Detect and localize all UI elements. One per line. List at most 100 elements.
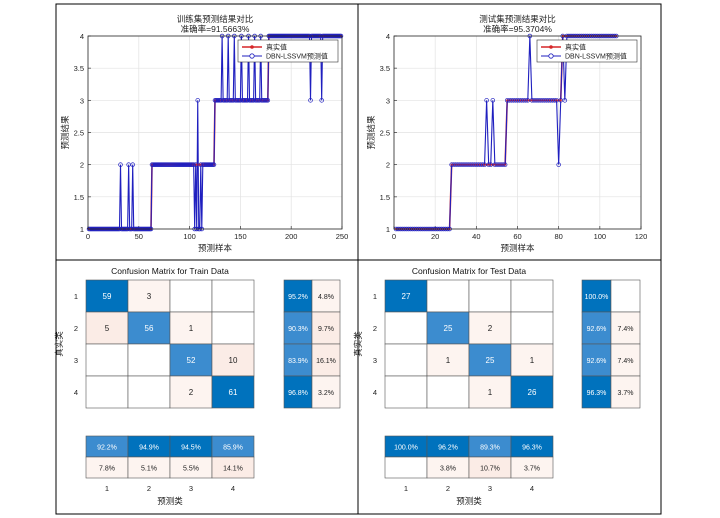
cm-col-summary-value: 94.9% bbox=[139, 445, 159, 452]
cm-col-class-label: 3 bbox=[189, 484, 193, 493]
legend-marker-truth bbox=[549, 45, 553, 49]
y-tick-label: 1 bbox=[386, 225, 390, 234]
cm-cell bbox=[468, 343, 512, 377]
cm-col-class-label: 4 bbox=[530, 484, 534, 493]
cm-col-summary-cell bbox=[384, 456, 428, 479]
cm-row-summary-value: 4.8% bbox=[318, 294, 334, 301]
x-tick-label: 60 bbox=[513, 232, 521, 241]
prediction-point bbox=[118, 162, 123, 167]
cm-cell bbox=[426, 279, 470, 313]
cm-row-summary-value: 92.6% bbox=[587, 326, 607, 333]
y-tick-label: 4 bbox=[80, 32, 84, 41]
cm-cell bbox=[85, 343, 129, 377]
prediction-point bbox=[490, 98, 496, 103]
cm-cell bbox=[211, 311, 255, 345]
prediction-point bbox=[500, 162, 506, 167]
cm-y-axis-label: 真实类 bbox=[353, 331, 364, 357]
cm-cell-value: 2 bbox=[488, 324, 493, 333]
cm-cell-value: 52 bbox=[187, 356, 196, 365]
cm-cell bbox=[468, 375, 512, 409]
legend-marker-truth bbox=[250, 45, 254, 49]
cm-col-summary-value: 3.7% bbox=[524, 466, 540, 473]
cm-cell-value: 5 bbox=[105, 324, 110, 333]
prediction-point bbox=[265, 98, 271, 103]
prediction-point bbox=[552, 98, 557, 103]
cm-col-class-label: 4 bbox=[231, 484, 235, 493]
cm-row-summary-value: 7.4% bbox=[618, 358, 634, 365]
cm-col-summary-cell bbox=[211, 456, 255, 479]
cm-cell bbox=[384, 279, 428, 313]
y-tick-label: 1 bbox=[80, 225, 84, 234]
cm-row-summary-cell bbox=[283, 279, 313, 313]
cm-cell bbox=[384, 311, 428, 345]
legend-box bbox=[536, 39, 638, 63]
x-axis-label: 预测样本 bbox=[198, 243, 233, 254]
line-chart-0: 0 50 100 150 200 250 1 1.5 2 2.5 3 3.5 4 训练集预测结果对比准确率… bbox=[60, 14, 348, 254]
cm-cell-value: 3 bbox=[147, 292, 152, 301]
legend-marker-prediction bbox=[548, 53, 554, 59]
confusion-matrix-2: Confusion Matrix for Train Data 59 3 1 5 56 1 2… bbox=[54, 266, 341, 507]
cm-col-summary-value: 7.8% bbox=[99, 466, 115, 473]
cm-cell-value: 10 bbox=[229, 356, 238, 365]
cm-row-summary-value: 3.2% bbox=[318, 390, 334, 397]
prediction-point bbox=[523, 98, 528, 103]
prediction-point bbox=[193, 162, 198, 167]
cm-col-summary-value: 5.5% bbox=[183, 466, 199, 473]
y-tick-label: 1.5 bbox=[74, 193, 84, 202]
cm-cell bbox=[169, 279, 213, 313]
cm-x-axis-label: 预测类 bbox=[456, 496, 482, 507]
chart-title: 训练集预测结果对比 bbox=[177, 14, 254, 25]
y-tick-label: 3.5 bbox=[74, 64, 84, 73]
cm-row-class-label: 1 bbox=[74, 292, 78, 301]
y-tick-label: 2.5 bbox=[380, 129, 390, 138]
x-tick-label: 200 bbox=[285, 232, 298, 241]
cm-row-class-label: 2 bbox=[74, 324, 78, 333]
y-tick-label: 1.5 bbox=[380, 193, 390, 202]
cm-row-summary-cell bbox=[283, 375, 313, 409]
cm-row-summary-value: 3.7% bbox=[618, 390, 634, 397]
cm-cell-value: 25 bbox=[486, 356, 495, 365]
cm-title: Confusion Matrix for Train Data bbox=[111, 266, 229, 276]
cm-row-class-label: 1 bbox=[373, 292, 377, 301]
y-tick-label: 2.5 bbox=[74, 129, 84, 138]
cm-cell bbox=[169, 311, 213, 345]
prediction-point bbox=[191, 162, 196, 167]
cm-cell-value: 61 bbox=[229, 388, 238, 397]
cm-row-summary-value: 16.1% bbox=[316, 358, 336, 365]
x-tick-label: 0 bbox=[392, 232, 396, 241]
cm-cell bbox=[127, 311, 171, 345]
cm-cell bbox=[468, 279, 512, 313]
y-tick-label: 3 bbox=[80, 96, 84, 105]
cm-x-axis-label: 预测类 bbox=[157, 496, 183, 507]
cm-col-summary-value: 10.7% bbox=[480, 466, 500, 473]
prediction-point bbox=[486, 162, 491, 167]
cm-col-class-label: 3 bbox=[488, 484, 492, 493]
cm-row-summary-cell bbox=[581, 343, 612, 377]
cm-cell bbox=[384, 375, 428, 409]
x-tick-label: 20 bbox=[431, 232, 439, 241]
cm-row-summary-cell bbox=[283, 311, 313, 345]
prediction-point bbox=[308, 98, 313, 103]
x-tick-label: 120 bbox=[635, 232, 648, 241]
cm-row-summary-value: 90.3% bbox=[288, 326, 308, 333]
cm-row-summary-value: 83.9% bbox=[288, 358, 308, 365]
cm-col-summary-value: 96.2% bbox=[438, 445, 458, 452]
x-tick-label: 80 bbox=[554, 232, 562, 241]
cm-cell bbox=[127, 343, 171, 377]
cm-cell bbox=[211, 343, 255, 377]
prediction-point bbox=[211, 162, 217, 167]
cm-cell bbox=[384, 343, 428, 377]
cm-row-summary-value: 92.6% bbox=[587, 358, 607, 365]
cm-col-summary-value: 89.3% bbox=[480, 445, 500, 452]
cm-cell bbox=[211, 279, 255, 313]
legend-label-prediction: DBN-LSSVM预测值 bbox=[565, 52, 627, 61]
cm-cell-value: 26 bbox=[528, 388, 537, 397]
cm-cell-value: 56 bbox=[145, 324, 154, 333]
y-tick-label: 3.5 bbox=[380, 64, 390, 73]
cm-cell bbox=[468, 311, 512, 345]
y-tick-label: 2 bbox=[80, 161, 84, 170]
cm-cell-value: 59 bbox=[103, 292, 112, 301]
cm-col-summary-value: 85.9% bbox=[223, 445, 243, 452]
confusion-matrix-3: Confusion Matrix for Test Data 27 1 25 2 2 1 25… bbox=[353, 266, 641, 507]
